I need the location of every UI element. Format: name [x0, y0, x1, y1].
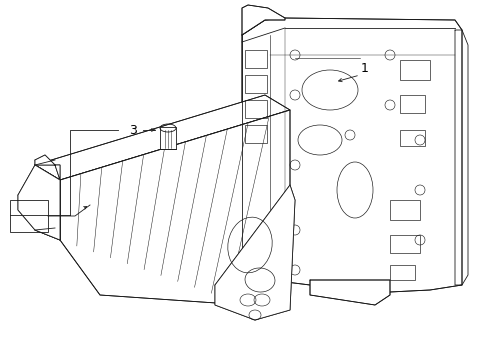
Polygon shape	[35, 165, 60, 240]
Text: 2: 2	[24, 208, 32, 221]
Bar	[399, 95, 424, 113]
Bar	[389, 265, 414, 280]
Polygon shape	[60, 110, 289, 305]
Polygon shape	[215, 185, 294, 320]
Bar	[399, 60, 429, 80]
Polygon shape	[309, 280, 389, 305]
Polygon shape	[242, 18, 461, 292]
Bar	[244, 50, 266, 68]
Bar	[244, 100, 266, 118]
Polygon shape	[18, 165, 60, 240]
Bar	[244, 75, 266, 93]
Bar	[389, 235, 419, 253]
Polygon shape	[242, 5, 285, 35]
Bar	[10, 200, 48, 232]
Bar	[389, 200, 419, 220]
Bar	[160, 127, 176, 149]
Polygon shape	[35, 155, 60, 180]
Text: 3: 3	[129, 123, 137, 136]
Bar	[244, 125, 266, 143]
Text: 1: 1	[360, 62, 368, 75]
Polygon shape	[35, 95, 289, 180]
Bar	[399, 130, 424, 146]
